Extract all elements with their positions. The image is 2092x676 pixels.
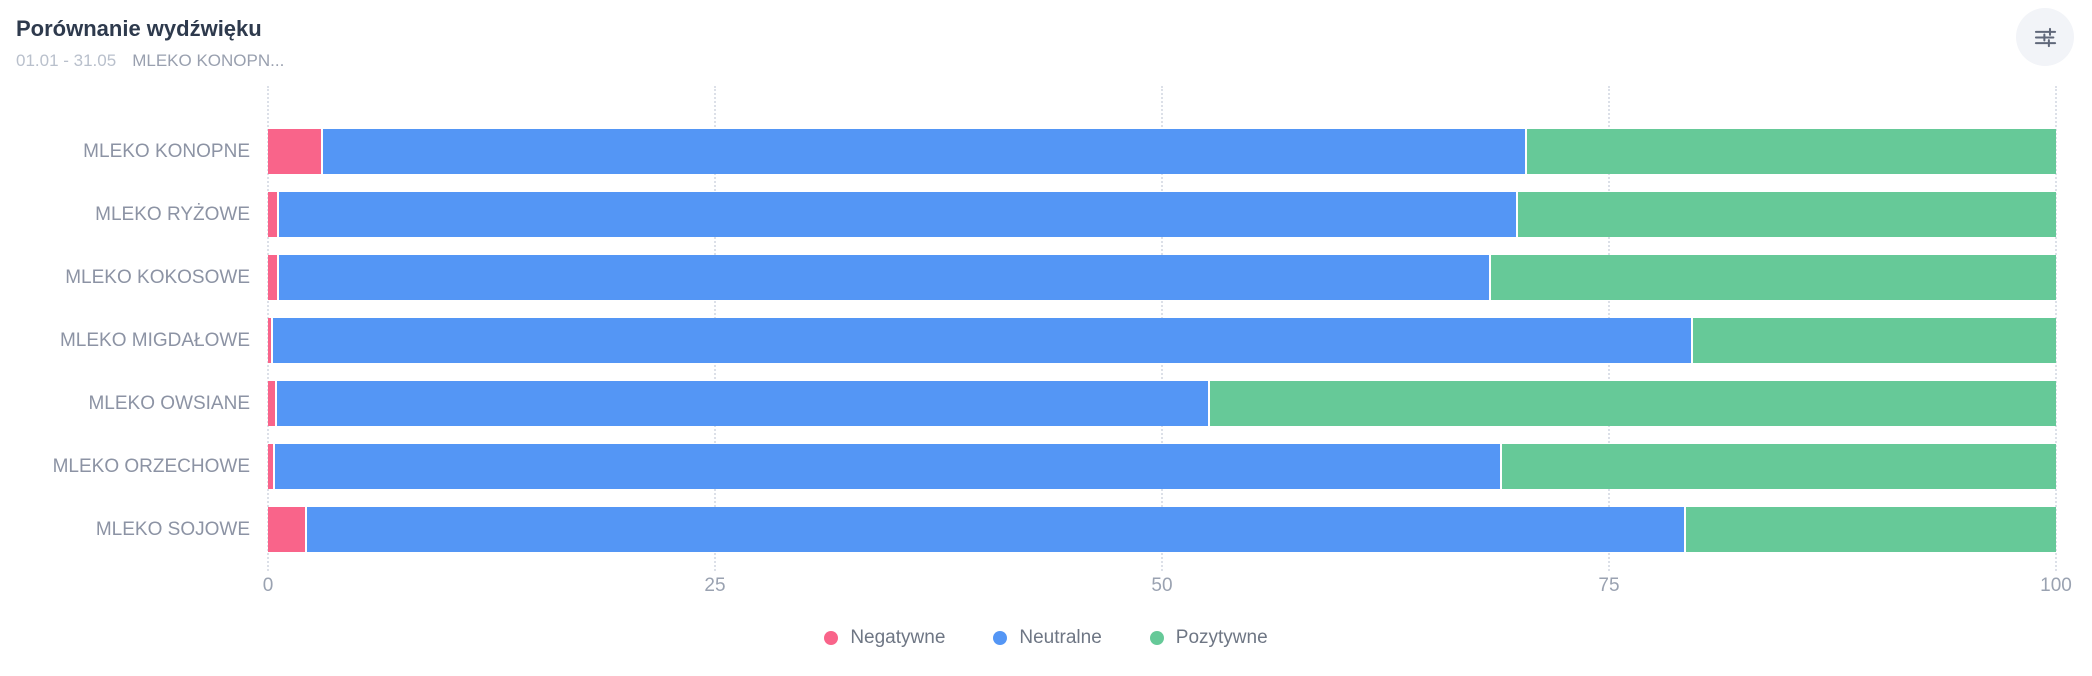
chart-settings-button[interactable] [2016,8,2074,66]
bar-segment-neutral[interactable] [278,255,1491,300]
date-range: 01.01 - 31.05 [16,51,117,70]
bar-segment-negative[interactable] [268,507,308,552]
chart-header: Porównanie wydźwięku 01.01 - 31.05 MLEKO … [0,0,2092,72]
x-tick-label: 75 [1598,575,1620,596]
bar-segment-neutral[interactable] [276,381,1211,426]
bar-segment-neutral[interactable] [275,444,1502,489]
chart-row: MLEKO KONOPNE [0,120,2092,183]
bar-segment-positive[interactable] [1490,255,2056,300]
bar-segment-negative[interactable] [268,318,274,363]
legend-item-neutral[interactable]: Neutralne [993,627,1102,649]
x-tick-label: 25 [704,575,726,596]
bar-track [268,444,2056,489]
category-label: MLEKO MIGDAŁOWE [59,329,250,351]
legend-item-negative[interactable]: Negatywne [824,627,945,649]
bar-segment-negative[interactable] [268,381,277,426]
category-label: MLEKO KONOPNE [83,140,250,162]
chart-subtitle: 01.01 - 31.05 MLEKO KONOPN... [16,50,2076,72]
x-tick-label: 50 [1151,575,1173,596]
category-label: MLEKO ORZECHOWE [52,455,250,477]
bar-segment-positive[interactable] [1517,192,2056,237]
chart-row: MLEKO KOKOSOWE [0,246,2092,309]
category-label: MLEKO SOJOWE [95,518,250,540]
sentiment-chart: MLEKO KONOPNE MLEKO RYŻOWE MLEKO KOKOSOWE M… [0,86,2092,571]
x-axis: 0 25 50 75 100 [263,571,2072,601]
bar-track [268,192,2056,237]
x-tick-label: 100 [2040,575,2072,596]
chart-legend: Negatywne Neutralne Pozytywne [0,627,2092,649]
sliders-icon [2034,27,2056,47]
legend-dot-positive [1149,631,1164,645]
chart-row: MLEKO RYŻOWE [0,183,2092,246]
chart-row: MLEKO SOJOWE [0,498,2092,561]
bar-segment-positive[interactable] [1685,507,2056,552]
bar-segment-negative[interactable] [268,192,279,237]
bar-segment-neutral[interactable] [307,507,1686,552]
chart-rows: MLEKO KONOPNE MLEKO RYŻOWE MLEKO KOKOSOWE M… [0,120,2092,561]
legend-label: Neutralne [1019,627,1102,648]
bar-segment-neutral[interactable] [273,318,1694,363]
legend-label: Pozytywne [1175,627,1268,648]
bar-segment-neutral[interactable] [278,192,1518,237]
bar-segment-positive[interactable] [1693,318,2056,363]
category-label: MLEKO OWSIANE [88,392,250,414]
bar-segment-neutral[interactable] [323,129,1527,174]
category-label: MLEKO KOKOSOWE [65,266,250,288]
x-tick-label: 0 [262,575,274,596]
legend-dot-neutral [993,631,1008,645]
bar-segment-positive[interactable] [1501,444,2056,489]
bar-track [268,129,2056,174]
bar-segment-positive[interactable] [1526,129,2056,174]
chart-row: MLEKO MIGDAŁOWE [0,309,2092,372]
bar-track [268,318,2056,363]
legend-label: Negatywne [850,627,946,648]
bar-track [268,255,2056,300]
bar-track [268,507,2056,552]
filter-keyword: MLEKO KONOPN... [132,51,285,70]
legend-dot-negative [824,631,839,645]
chart-row: MLEKO ORZECHOWE [0,435,2092,498]
bar-segment-positive[interactable] [1210,381,2056,426]
page-title: Porównanie wydźwięku [16,16,262,41]
bar-track [268,381,2056,426]
legend-item-positive[interactable]: Pozytywne [1149,627,1268,649]
chart-row: MLEKO OWSIANE [0,372,2092,435]
bar-segment-negative[interactable] [268,255,279,300]
bar-segment-negative[interactable] [268,129,324,174]
bar-segment-negative[interactable] [268,444,276,489]
category-label: MLEKO RYŻOWE [95,203,250,225]
